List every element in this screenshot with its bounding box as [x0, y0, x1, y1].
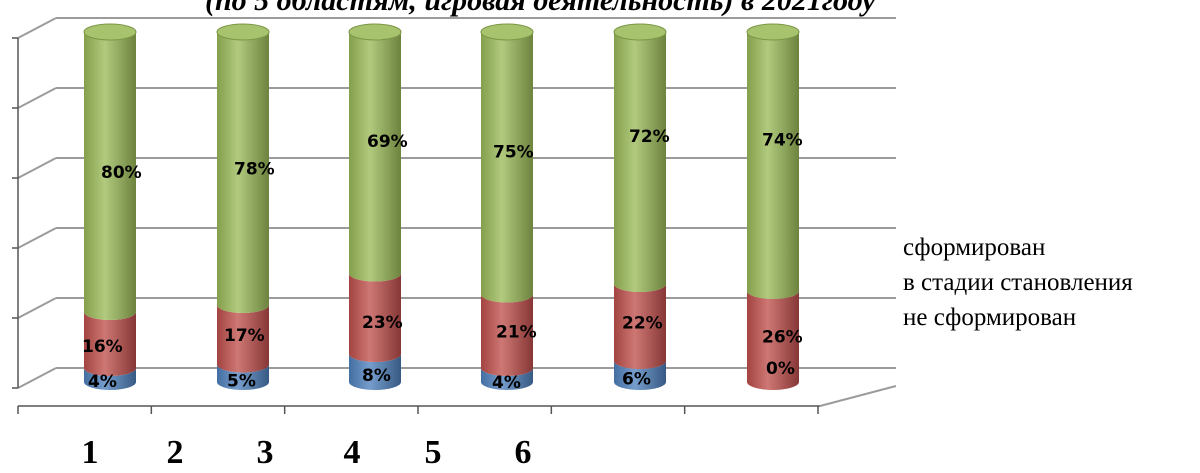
gridline-side: [17, 17, 57, 39]
gridline-side: [17, 157, 57, 179]
data-label: 22%: [622, 314, 663, 334]
category-labels: 1 2 3 4 5 6: [82, 434, 532, 471]
data-label: 26%: [762, 328, 803, 348]
legend: сформирован в стадии становления не сформи…: [903, 234, 1133, 331]
data-label: 21%: [496, 322, 537, 342]
floor-edge: [819, 385, 897, 407]
data-label: 16%: [82, 337, 123, 357]
gridline-side: [17, 87, 57, 109]
chart-title: (по 5 областям, игровая деятельность) в …: [205, 0, 876, 17]
bar-segment: [614, 361, 666, 390]
gridline-side: [17, 297, 57, 319]
legend-entry: сформирован: [903, 234, 1045, 261]
bar-segment: [349, 273, 401, 362]
bar-top-cap: [83, 23, 137, 41]
data-label: 6%: [622, 370, 651, 390]
legend-entry: не сформирован: [903, 304, 1076, 331]
bar-segment: [349, 32, 401, 282]
category-label: 4: [344, 434, 361, 471]
category-label: 3: [257, 434, 274, 471]
data-label: 8%: [362, 366, 391, 386]
data-label: 4%: [88, 372, 117, 392]
gridline-side: [17, 227, 57, 249]
data-label: 5%: [227, 371, 256, 391]
gridline-side: [17, 367, 57, 389]
data-label: 74%: [762, 131, 803, 151]
category-label: 1: [82, 434, 99, 471]
bar-segment: [481, 368, 533, 390]
bar-segment: [349, 354, 401, 390]
bar-segment: [481, 294, 533, 376]
bar-segment: [614, 284, 666, 369]
data-label: 75%: [493, 142, 534, 162]
bar-segment: [84, 32, 136, 320]
bar-series: [83, 23, 800, 390]
bar-segment: [84, 312, 136, 376]
bar-segment: [747, 32, 799, 299]
bar-top-cap: [216, 23, 270, 41]
bar-segment: [747, 291, 799, 390]
bar-top-cap: [746, 23, 800, 41]
bar-segment: [217, 364, 269, 390]
data-label: 78%: [234, 160, 275, 180]
bar-top-cap: [348, 23, 402, 41]
category-label: 5: [425, 434, 442, 471]
data-label: 4%: [492, 373, 521, 393]
chart-title-group: (по 5 областям, игровая деятельность) в …: [205, 0, 876, 17]
data-label: 80%: [101, 163, 142, 183]
data-label: 23%: [362, 313, 403, 333]
bar-segment: [217, 305, 269, 373]
bar-segment: [84, 368, 136, 390]
legend-entry: в стадии становления: [903, 269, 1133, 296]
data-label: 0%: [766, 359, 795, 379]
bar-segment: [614, 32, 666, 292]
category-label: 2: [167, 434, 184, 471]
bar-top-cap: [480, 23, 534, 41]
bar-segment: [481, 32, 533, 303]
bar-segment: [217, 32, 269, 313]
data-label: 17%: [224, 326, 265, 346]
data-labels: 4% 16% 80% 5% 17% 78% 8% 23% 69% 4% 21% 75% 6% 22% 72%…: [82, 127, 803, 393]
category-label: 6: [515, 434, 532, 471]
bar-top-cap: [613, 23, 667, 41]
data-label: 69%: [367, 132, 408, 152]
data-label: 72%: [629, 127, 670, 147]
